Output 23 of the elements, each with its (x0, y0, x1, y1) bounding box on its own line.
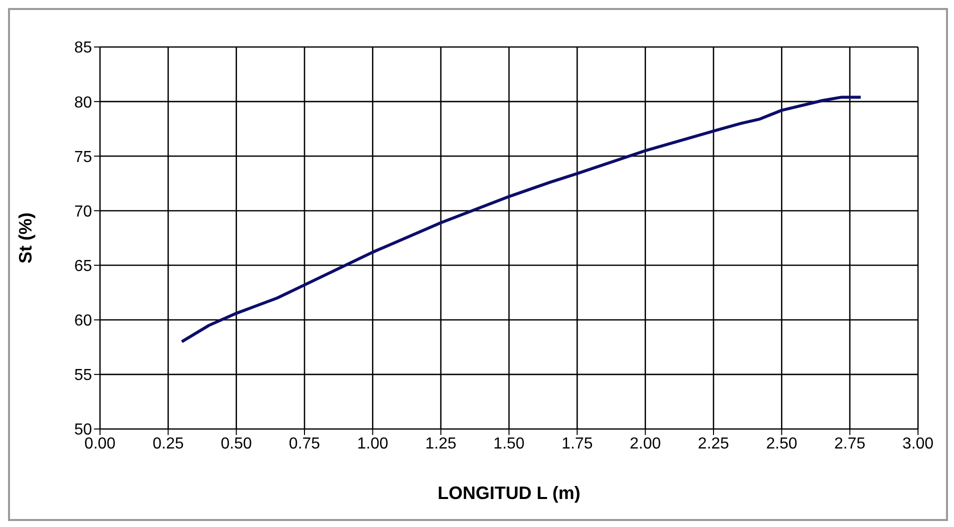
y-tick-label: 55 (74, 367, 92, 384)
x-tick-label: 1.50 (493, 435, 525, 452)
y-tick-label: 85 (74, 40, 92, 57)
x-tick-label: 1.75 (562, 435, 593, 452)
line-series (180, 96, 862, 344)
x-tick-label: 0.75 (288, 435, 320, 452)
x-tick-label: 2.25 (698, 435, 730, 452)
x-tick-label: 1.25 (425, 435, 457, 452)
x-tick-label: 0.50 (220, 435, 252, 452)
y-tick-label: 70 (74, 203, 92, 220)
x-axis-title: LONGITUD L (m) (438, 483, 580, 503)
x-tick-label: 0.00 (84, 435, 116, 452)
x-tick-label: 0.25 (152, 435, 184, 452)
y-tick-label: 65 (74, 258, 92, 275)
x-tick-label: 3.00 (902, 435, 934, 452)
y-tick-label: 60 (74, 312, 92, 330)
x-tick-label: 2.50 (766, 435, 798, 452)
x-tick-label: 2.75 (834, 435, 866, 452)
y-axis-title: St (%) (15, 212, 36, 264)
x-tick-label: 2.00 (630, 435, 662, 452)
y-tick-label: 80 (74, 94, 92, 112)
y-tick-label: 75 (74, 148, 92, 166)
x-tick-label: 1.00 (357, 435, 388, 452)
